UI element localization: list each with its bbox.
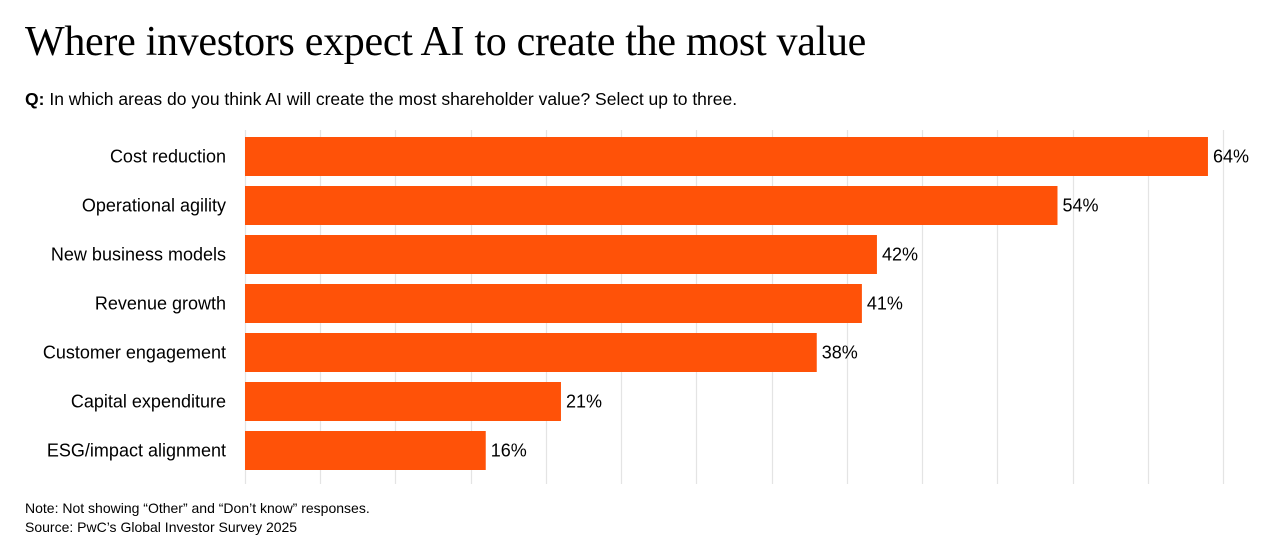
source-note: Source: PwC’s Global Investor Survey 202… <box>25 519 298 535</box>
category-label: ESG/impact alignment <box>47 441 226 461</box>
category-label: Capital expenditure <box>71 392 226 412</box>
bar-chart: Cost reduction Operational agility New bus… <box>43 130 1249 484</box>
value-labels: 64% 54% 42% 41% 38% 21% 16% <box>491 147 1249 461</box>
category-label: Cost reduction <box>110 147 226 167</box>
value-label: 42% <box>882 245 918 265</box>
value-label: 38% <box>822 343 858 363</box>
question-prefix: Q: <box>25 89 45 109</box>
bar <box>245 235 877 274</box>
survey-question: Q: In which areas do you think AI will c… <box>25 87 737 111</box>
value-label: 21% <box>566 392 602 412</box>
value-label: 41% <box>867 294 903 314</box>
footnote: Note: Not showing “Other” and “Don’t kno… <box>25 500 370 516</box>
bars <box>245 137 1208 470</box>
category-label: Revenue growth <box>95 294 226 314</box>
value-label: 64% <box>1213 147 1249 167</box>
chart-footer: Note: Not showing “Other” and “Don’t kno… <box>25 499 370 537</box>
bar <box>245 137 1208 176</box>
value-label: 54% <box>1062 196 1098 216</box>
question-text: In which areas do you think AI will crea… <box>49 89 738 109</box>
bar <box>245 431 486 470</box>
category-label: Customer engagement <box>43 343 226 363</box>
category-labels: Cost reduction Operational agility New bus… <box>43 147 226 461</box>
bar <box>245 186 1058 225</box>
category-label: Operational agility <box>82 196 226 216</box>
page-title: Where investors expect AI to create the … <box>25 19 866 65</box>
bar <box>245 333 817 372</box>
bar <box>245 284 862 323</box>
value-label: 16% <box>491 441 527 461</box>
category-label: New business models <box>51 245 226 265</box>
bar <box>245 382 561 421</box>
